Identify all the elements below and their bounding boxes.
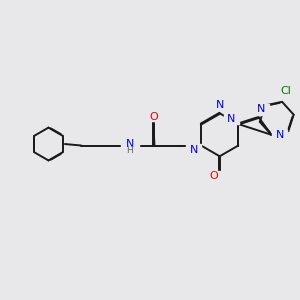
Bar bbox=[254, 104, 269, 115]
Bar bbox=[121, 140, 139, 151]
Bar bbox=[224, 114, 239, 124]
Text: N: N bbox=[257, 104, 266, 114]
Bar bbox=[147, 112, 159, 121]
Text: N: N bbox=[215, 100, 224, 110]
Text: N: N bbox=[276, 130, 284, 140]
Text: Cl: Cl bbox=[280, 86, 291, 96]
Text: O: O bbox=[149, 112, 158, 122]
Bar bbox=[272, 130, 287, 140]
Text: N: N bbox=[190, 145, 198, 155]
Bar bbox=[278, 86, 294, 96]
Text: H: H bbox=[127, 146, 134, 155]
Text: N: N bbox=[126, 139, 134, 149]
Bar bbox=[208, 171, 220, 180]
Bar bbox=[212, 100, 227, 110]
Text: O: O bbox=[209, 171, 218, 181]
Bar bbox=[186, 145, 201, 155]
Text: N: N bbox=[227, 114, 236, 124]
